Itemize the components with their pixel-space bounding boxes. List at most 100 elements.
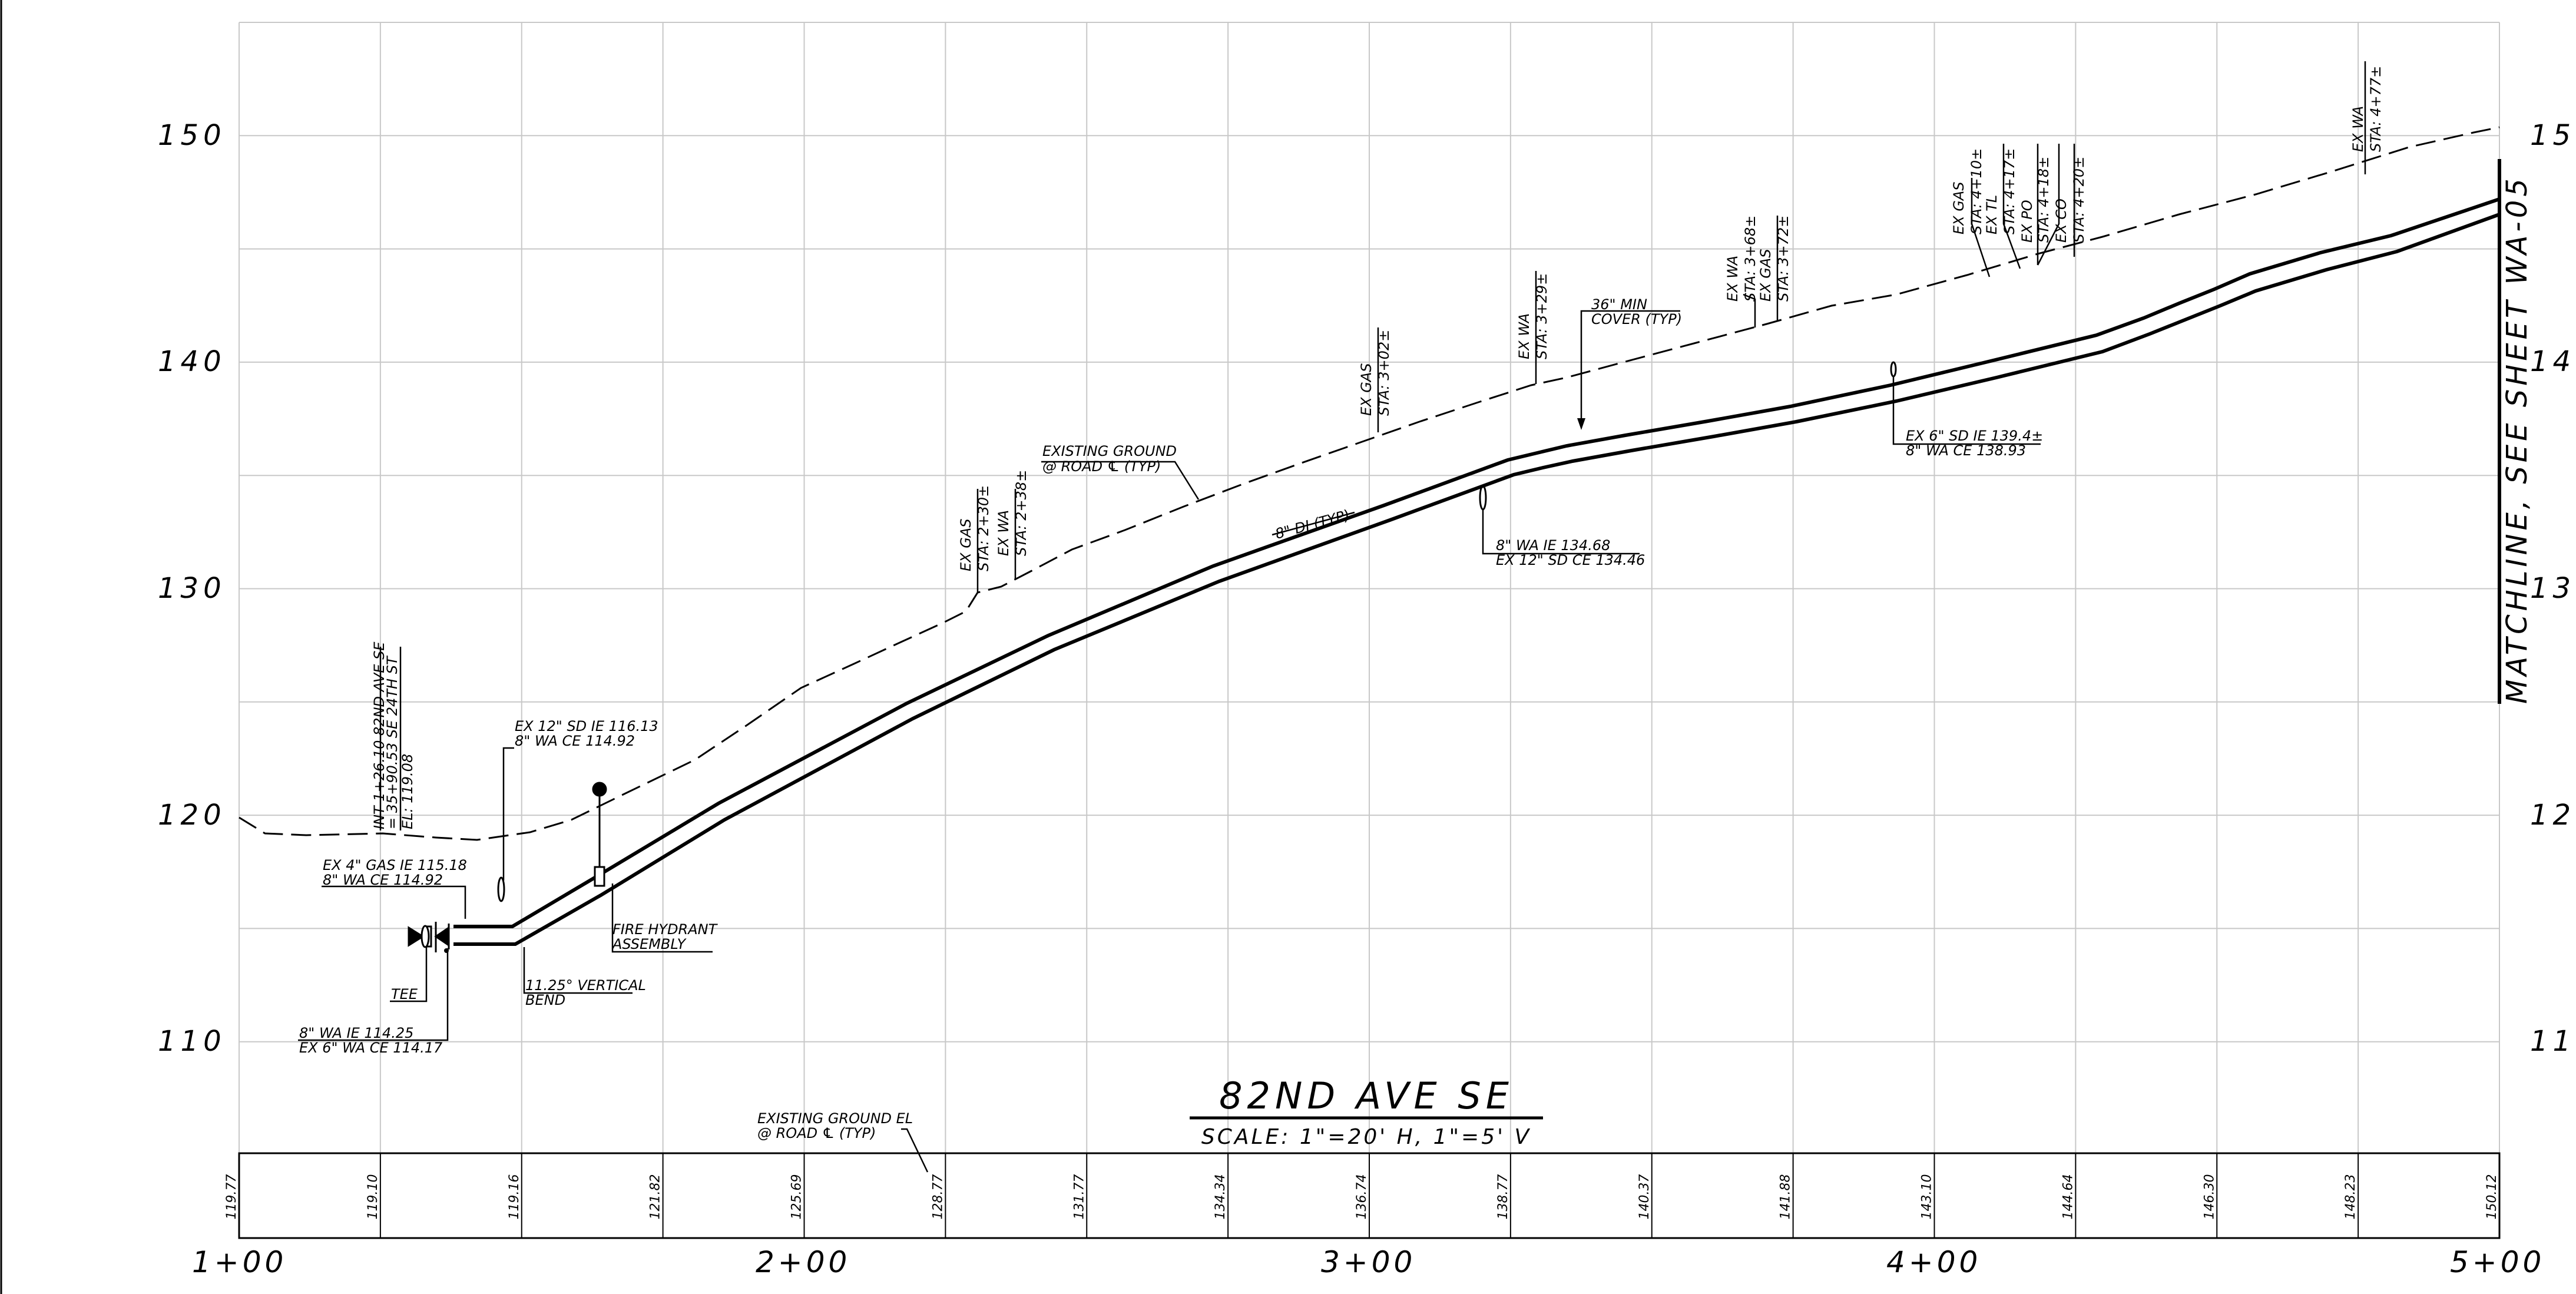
ex-wa-477-line2: STA: 4+77±: [2368, 66, 2384, 152]
ex-wa-368-line1: EX WA: [1724, 256, 1741, 302]
ex-gas-372-line2: STA: 3+72±: [1775, 216, 1792, 302]
min-cover-line2: COVER (TYP): [1591, 311, 1682, 327]
station-label-1: 1+00: [192, 1245, 287, 1279]
int-station-line1: INT 1+26.10 82ND AVE SE: [371, 641, 388, 829]
ex-gas-230-line1: EX GAS: [958, 519, 974, 571]
water-main-bottom: [453, 213, 2501, 946]
elev-label-120: 120: [158, 799, 226, 832]
drawing-scale: SCALE: 1"=20' H, 1"=5' V: [1201, 1125, 1531, 1149]
min-cover-line1: 36" MIN: [1591, 296, 1647, 313]
ex-wa-238-line2: STA: 2+38±: [1013, 470, 1029, 556]
ex-gas-4-line1: EX 4" GAS IE 115.18: [323, 857, 467, 873]
station-label-2: 2+00: [756, 1245, 850, 1279]
cover-arrowhead: [1577, 418, 1585, 430]
ex-sd-6-line2: 8" WA CE 138.93: [1906, 442, 2026, 459]
existing-ground-el-line1: EXISTING GROUND EL: [757, 1110, 913, 1127]
callout-labels: INT 1+26.10 82ND AVE SE = 35+90.53 SE 24…: [299, 66, 2384, 1141]
elev-label-right-120: 12: [2530, 799, 2575, 832]
ex-gas-372-line1: EX GAS: [1757, 249, 1774, 302]
fire-hydrant-line1: FIRE HYDRANT: [612, 921, 719, 938]
ex-sd-12-line2: 8" WA CE 114.92: [515, 733, 635, 749]
int-station-line2: = 35+90.53 SE 24TH ST: [384, 655, 400, 829]
existing-ground-line2: @ ROAD ℄ (TYP): [1042, 458, 1161, 475]
ex-gas-410-line2: STA: 4+10±: [1968, 148, 1985, 234]
tee-valve-fittings: [408, 922, 450, 952]
ground-elevation-value: 121.82: [648, 1174, 663, 1220]
ex-po-418-line1: EX PO: [2019, 200, 2035, 243]
elevation-axis-left: 150 140 130 120 110: [158, 119, 226, 1058]
ground-elevation-value: 125.69: [790, 1174, 804, 1220]
ex-co-420-line2: STA: 4+20±: [2071, 157, 2087, 243]
sta-marker-dot: [444, 948, 449, 953]
station-axis: 1+00 2+00 3+00 4+00 5+00: [192, 1245, 2545, 1279]
ground-elevation-value: 148.23: [2343, 1174, 2358, 1220]
water-main-top: [453, 197, 2500, 928]
ex-gas-230-line2: STA: 2+30±: [975, 485, 992, 571]
wa-ie-134-line1: 8" WA IE 134.68: [1496, 537, 1610, 554]
elev-label-130: 130: [158, 572, 226, 605]
ground-elevation-labels: 119.77 119.10 119.16 121.82 125.69 128.77 131.…: [224, 1174, 2499, 1220]
ex-wa-368-line2: STA: 3+68±: [1742, 216, 1759, 302]
ground-elevation-value: 143.10: [1920, 1174, 1935, 1220]
ground-elevation-value: 134.34: [1213, 1174, 1228, 1220]
ex-gas-410-line1: EX GAS: [1951, 182, 1967, 234]
ground-elevation-value: 128.77: [931, 1174, 945, 1220]
ex-tl-417-line2: STA: 4+17±: [2001, 148, 2018, 234]
ex-co-420-line1: EX CO: [2053, 198, 2070, 243]
elev-label-right-130: 13: [2530, 572, 2575, 605]
ground-elevation-value: 138.77: [1496, 1174, 1511, 1220]
sd-crossing-marker: [1479, 485, 1487, 511]
existing-ground-line1: EXISTING GROUND: [1042, 443, 1177, 459]
elevation-axis-right: 15 14 13 12 11: [2530, 119, 2575, 1058]
gas-crossing-marker: [497, 876, 505, 902]
elev-label-110: 110: [158, 1025, 226, 1058]
int-station-line3: EL: 119.08: [399, 754, 416, 829]
existing-ground-el-line2: @ ROAD ℄ (TYP): [757, 1125, 876, 1141]
elev-label-150: 150: [158, 119, 226, 152]
ground-elevation-value: 150.12: [2485, 1174, 2499, 1220]
wa-ie-start-line1: 8" WA IE 114.25: [299, 1025, 413, 1041]
ground-elevation-band: [238, 1152, 2501, 1239]
ex-gas-4-line2: 8" WA CE 114.92: [323, 872, 443, 888]
ex-wa-329-line2: STA: 3+29±: [1534, 273, 1550, 359]
station-label-4: 4+00: [1886, 1245, 1981, 1279]
ex-wa-238-line1: EX WA: [995, 510, 1012, 556]
elev-label-right-150: 15: [2530, 119, 2575, 152]
ex-wa-477-line1: EX WA: [2350, 106, 2366, 152]
drawing-title-block: 82ND AVE SE SCALE: 1"=20' H, 1"=5' V: [1190, 1074, 1543, 1149]
ground-elevation-value: 119.77: [224, 1174, 239, 1220]
vertical-bend-line2: BEND: [525, 992, 565, 1008]
ex-tl-417-line1: EX TL: [1984, 195, 2000, 234]
ex-po-418-line2: STA: 4+18±: [2035, 157, 2052, 243]
ground-elevation-value: 141.88: [1779, 1174, 1793, 1220]
matchline: MATCHLINE, SEE SHEET WA-05: [2498, 159, 2534, 704]
fire-hydrant-symbol: [592, 782, 607, 887]
fire-hydrant-line2: ASSEMBLY: [611, 936, 687, 952]
ground-elevation-value: 140.37: [1637, 1174, 1652, 1220]
ground-elevation-value: 146.30: [2202, 1174, 2217, 1220]
callout-leaders: [298, 61, 2366, 1173]
ex-wa-329-line1: EX WA: [1516, 313, 1532, 359]
ground-elevation-value: 136.74: [1355, 1174, 1369, 1220]
ground-elevation-value: 119.16: [507, 1174, 522, 1220]
drawing-title: 82ND AVE SE: [1219, 1074, 1514, 1117]
wa-ie-start-line2: EX 6" WA CE 114.17: [299, 1040, 443, 1056]
ex-gas-302-line2: STA: 3+02±: [1376, 330, 1392, 416]
elev-label-140: 140: [158, 345, 226, 378]
sd6-crossing-marker: [1890, 361, 1897, 378]
elev-label-right-110: 11: [2530, 1025, 2575, 1058]
station-label-5: 5+00: [2450, 1245, 2545, 1279]
vertical-bend-line1: 11.25° VERTICAL: [525, 977, 646, 994]
ground-elevation-value: 119.10: [366, 1174, 380, 1220]
ground-elevation-value: 144.64: [2061, 1174, 2075, 1220]
elev-label-right-140: 14: [2530, 345, 2575, 378]
ex-gas-302-line1: EX GAS: [1358, 363, 1375, 416]
station-label-3: 3+00: [1321, 1245, 1416, 1279]
wa-ie-134-line2: EX 12" SD CE 134.46: [1496, 552, 1645, 568]
matchline-label: MATCHLINE, SEE SHEET WA-05: [2501, 175, 2534, 704]
tee-label: TEE: [391, 986, 418, 1002]
ex-sd-12-line1: EX 12" SD IE 116.13: [515, 718, 658, 734]
ground-elevation-value: 131.77: [1072, 1174, 1087, 1220]
ex-sd-6-line1: EX 6" SD IE 139.4±: [1906, 428, 2043, 444]
